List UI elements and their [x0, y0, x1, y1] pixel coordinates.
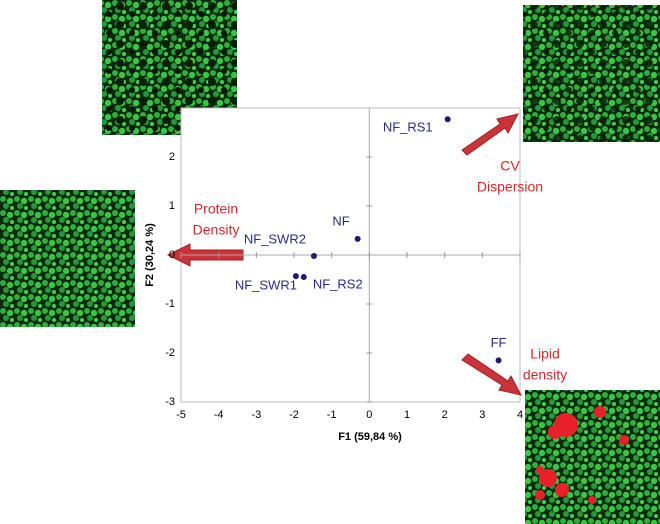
- x-tick-label: -5: [176, 409, 186, 421]
- y-tick-label: 1: [169, 200, 175, 212]
- point-label: NF_RS1: [383, 120, 433, 135]
- y-tick-label: -2: [165, 347, 175, 359]
- lipid-droplets: [535, 406, 629, 504]
- y-axis-label: F2 (30,24 %): [144, 223, 156, 287]
- annotation: Density: [193, 222, 240, 238]
- annotation: Dispersion: [477, 179, 543, 195]
- annotation: density: [523, 367, 567, 383]
- micrograph-shade: [523, 5, 660, 142]
- point: [444, 116, 451, 123]
- y-tick-label: -1: [165, 298, 175, 310]
- point: [300, 274, 307, 281]
- x-tick-label: -4: [214, 409, 224, 421]
- annotation: Lipid: [530, 346, 560, 362]
- y-tick-label: -3: [165, 396, 175, 408]
- x-axis-label: F1 (59,84 %): [338, 431, 402, 443]
- x-tick-label: 4: [517, 409, 523, 421]
- x-tick-label: 0: [366, 409, 372, 421]
- point: [292, 273, 299, 280]
- point-label: NF: [332, 213, 349, 228]
- annotation: CV: [500, 158, 520, 174]
- y-tick-label: 0: [169, 249, 175, 261]
- x-tick-label: -1: [327, 409, 337, 421]
- point-label: NF_SWR1: [235, 278, 297, 293]
- point-label: FF: [491, 335, 507, 350]
- micrograph: [0, 190, 135, 327]
- x-tick-label: 2: [442, 409, 448, 421]
- y-tick-label: 2: [169, 151, 175, 163]
- x-tick-label: 1: [404, 409, 410, 421]
- point-label: NF_SWR2: [244, 231, 306, 246]
- point: [495, 357, 502, 364]
- point: [354, 235, 361, 242]
- point-label: NF_RS2: [313, 276, 363, 291]
- point: [310, 252, 317, 259]
- x-tick-label: -2: [289, 409, 299, 421]
- annotation: Protein: [194, 201, 238, 217]
- x-tick-label: -3: [251, 409, 261, 421]
- x-tick-label: 3: [479, 409, 485, 421]
